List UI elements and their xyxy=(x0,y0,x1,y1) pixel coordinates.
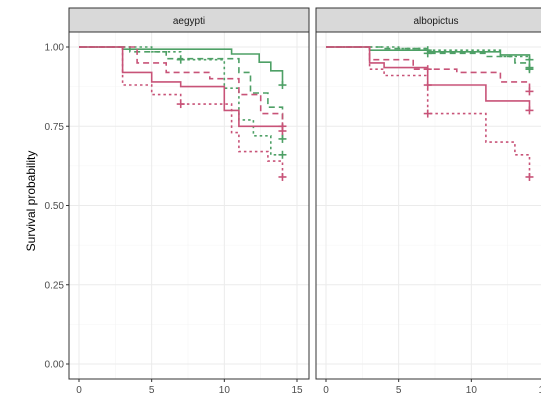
censor-mark xyxy=(525,65,534,74)
x-tick-label: 0 xyxy=(76,385,82,396)
survival-curve xyxy=(79,46,283,156)
censor-mark xyxy=(525,55,534,64)
x-tick-label: 0 xyxy=(323,385,329,396)
censor-mark xyxy=(278,81,287,90)
x-tick-label: 10 xyxy=(466,385,478,396)
survival-curve xyxy=(79,46,284,143)
y-tick-label: 0.75 xyxy=(45,122,65,133)
panel-marks xyxy=(326,46,534,181)
censor-mark xyxy=(278,134,287,143)
y-axis-title: Survival probability xyxy=(24,151,38,252)
survival-curve xyxy=(79,46,284,131)
censor-mark xyxy=(423,109,432,118)
survival-curve xyxy=(326,46,531,92)
censor-mark xyxy=(278,122,287,131)
survival-curve xyxy=(79,46,284,177)
panel-border xyxy=(315,31,541,380)
panel-marks xyxy=(79,46,287,181)
y-tick-label: 1.00 xyxy=(45,43,65,54)
x-tick-label: 5 xyxy=(149,385,155,396)
censor-mark xyxy=(423,49,432,58)
facet-strip xyxy=(68,7,310,33)
facet-label: albopictus xyxy=(413,16,458,27)
censor-mark xyxy=(423,81,432,90)
censor-mark xyxy=(278,172,287,181)
y-tick-label: 0.00 xyxy=(45,360,65,371)
y-tick-label: 0.50 xyxy=(45,201,65,212)
censor-mark xyxy=(525,172,534,181)
censor-mark xyxy=(423,65,432,74)
y-tick-label: 0.25 xyxy=(45,280,65,291)
x-tick-label: 15 xyxy=(291,385,303,396)
censor-mark xyxy=(525,106,534,115)
censor-mark xyxy=(525,87,534,96)
censor-mark xyxy=(176,55,185,64)
facet-label: aegypti xyxy=(173,16,205,27)
x-tick-label: 10 xyxy=(219,385,231,396)
x-tick-label: 5 xyxy=(396,385,402,396)
censor-mark xyxy=(278,150,287,159)
x-tick-label: 15 xyxy=(538,385,541,396)
survival-curve xyxy=(79,46,284,127)
censor-mark xyxy=(176,100,185,109)
